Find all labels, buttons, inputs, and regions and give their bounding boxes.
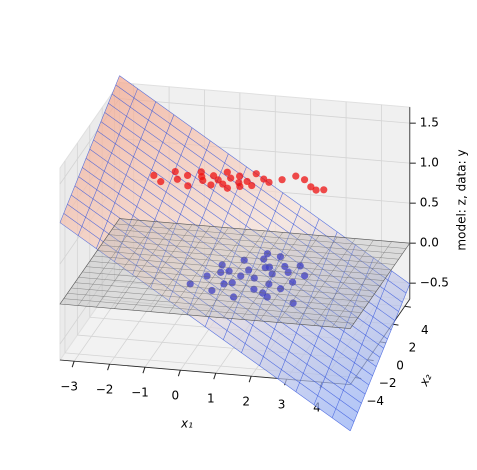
reference-grid <box>100 245 392 271</box>
data-point <box>229 293 238 301</box>
y-tick-label: −4 <box>366 394 384 408</box>
x-tick-label: 4 <box>313 401 321 415</box>
grid-line <box>59 258 120 345</box>
reference-grid <box>104 239 395 265</box>
data-point <box>243 177 251 186</box>
surface-grid <box>104 112 396 321</box>
data-point <box>248 181 256 190</box>
data-point <box>209 172 218 180</box>
x-axis-label: x₁ <box>180 417 193 431</box>
z-axis-label: model: z, data: y <box>455 149 469 250</box>
x-tick-label: 3 <box>278 398 286 412</box>
data-point <box>236 172 244 180</box>
z-tick-label: 1.0 <box>420 156 439 170</box>
x-tick-label: −1 <box>131 386 149 400</box>
y-tick <box>404 305 411 308</box>
x-tick <box>107 364 111 371</box>
reference-grid <box>331 241 392 328</box>
data-point <box>173 175 181 183</box>
surface-grid <box>259 218 320 366</box>
data-point <box>307 183 315 191</box>
x-tick <box>142 367 146 374</box>
data-point <box>260 175 268 183</box>
data-point <box>278 176 286 184</box>
surface-grid <box>108 102 399 312</box>
data-point <box>223 184 231 192</box>
y-tick-label: 4 <box>421 323 429 337</box>
data-point <box>203 272 211 280</box>
data-point <box>171 167 179 176</box>
surface-grid <box>223 192 284 340</box>
y-tick-label: −2 <box>379 376 397 390</box>
x-tick-label: −2 <box>96 383 114 397</box>
data-point <box>150 171 158 179</box>
x-tick <box>248 376 252 383</box>
z-tick-label: 0.5 <box>420 196 439 210</box>
x-tick-label: 2 <box>242 395 250 409</box>
data-point <box>183 171 192 180</box>
reference-grid <box>115 223 407 249</box>
data-point <box>312 186 320 194</box>
data-point <box>157 178 165 186</box>
reference-grid <box>259 235 320 322</box>
data-point <box>292 172 300 180</box>
reference-grid <box>89 261 381 287</box>
z-tick-label: 0.0 <box>420 236 439 250</box>
surface-grid <box>89 148 381 358</box>
x-tick-label: 0 <box>172 389 180 403</box>
reference-grid <box>93 255 384 281</box>
z-tick-label: −0.5 <box>420 276 449 290</box>
data-point <box>184 182 192 190</box>
grid-line <box>119 98 410 124</box>
data-point <box>245 266 253 274</box>
surface-grid <box>295 244 356 392</box>
x-tick <box>213 373 217 380</box>
data-point <box>219 180 227 188</box>
data-point <box>252 170 260 178</box>
y-tick-label: 2 <box>409 341 417 355</box>
reference-grid <box>295 238 356 325</box>
x-tick <box>177 370 181 377</box>
surface-grid <box>111 93 403 303</box>
y-tick-label: 0 <box>396 358 404 372</box>
data-point <box>236 182 244 191</box>
data-point <box>223 168 231 176</box>
surface-grid <box>93 139 384 349</box>
reference-grid <box>313 239 374 326</box>
reference-grid <box>277 236 338 323</box>
reference-grid <box>112 228 403 255</box>
surface-grid <box>59 75 120 223</box>
x-tick <box>71 361 75 368</box>
surface-grid <box>350 283 411 431</box>
reference-grid <box>241 233 302 320</box>
x-tick-label: 1 <box>207 392 215 406</box>
surface-grid <box>100 121 392 331</box>
data-point <box>268 270 276 278</box>
data-point <box>198 173 206 181</box>
data-point <box>227 174 235 182</box>
data-point <box>250 285 258 293</box>
surface-grid <box>277 231 338 379</box>
data-point <box>320 186 328 194</box>
surface-grid <box>313 257 374 405</box>
surface-grid <box>115 84 407 294</box>
y-axis-label: x₂ <box>416 371 434 389</box>
surface-grid <box>241 205 302 353</box>
x-tick-label: −3 <box>60 380 78 394</box>
reference-grid <box>108 234 399 260</box>
data-point <box>186 280 194 288</box>
reference-grid <box>223 232 284 318</box>
surface-grid <box>331 270 392 418</box>
reference-grid <box>97 250 388 276</box>
data-point <box>300 176 309 184</box>
data-point <box>265 178 273 186</box>
data-point <box>214 176 222 184</box>
data-point <box>207 181 215 189</box>
z-tick-label: 1.5 <box>420 116 439 130</box>
